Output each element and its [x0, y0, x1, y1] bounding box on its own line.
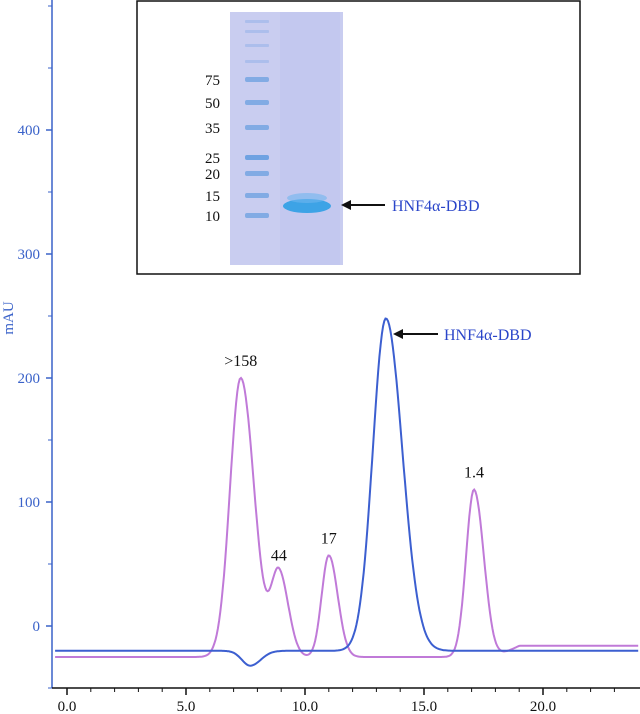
ladder-band-faint — [245, 20, 269, 23]
x-tick-label: 20.0 — [530, 699, 556, 714]
y-ticks: 0 100 200 300 400 — [18, 5, 52, 689]
x-ticks: 0.0 5.0 10.0 15.0 20.0 — [58, 688, 615, 714]
ladder-bands — [245, 20, 269, 218]
series-line — [55, 317, 639, 667]
ladder-band — [245, 193, 269, 198]
ladder-band — [245, 155, 269, 160]
mw-label: 35 — [205, 121, 220, 137]
x-tick-label: 10.0 — [292, 699, 318, 714]
ladder-band — [245, 171, 269, 176]
inset-arrowhead — [341, 200, 351, 210]
ladder-band — [245, 100, 269, 105]
gel-lane-shade — [280, 12, 340, 265]
y-tick-label: 300 — [18, 247, 41, 263]
callout-arrowhead — [393, 329, 403, 339]
peak-label: >158 — [224, 353, 257, 370]
mw-label: 15 — [205, 189, 220, 205]
y-tick-label: 100 — [18, 495, 41, 511]
ladder-band-faint — [245, 44, 269, 47]
y-tick-label: 0 — [33, 619, 41, 635]
y-tick-label: 200 — [18, 371, 41, 387]
mw-label: 25 — [205, 151, 220, 167]
protein-band — [283, 199, 331, 213]
peak-label: 1.4 — [464, 465, 484, 482]
ladder-band-faint — [245, 30, 269, 33]
mw-label: 10 — [205, 209, 220, 225]
y-axis-label: mAU — [1, 301, 17, 335]
mw-label: 20 — [205, 167, 220, 183]
main-callout: HNF4α-DBD — [393, 327, 532, 344]
mw-label: 50 — [205, 96, 220, 112]
peak-label: 44 — [271, 548, 287, 565]
ladder-band — [245, 213, 269, 218]
y-tick-label: 400 — [18, 123, 41, 139]
series-line — [55, 376, 639, 658]
x-tick-label: 0.0 — [58, 699, 77, 714]
x-tick-label: 15.0 — [411, 699, 437, 714]
protein-band-halo — [287, 193, 327, 203]
series-layer — [55, 317, 639, 667]
inset-frame — [136, 0, 581, 275]
x-tick-label: 5.0 — [177, 699, 196, 714]
inset-band-label: HNF4α-DBD — [392, 198, 480, 215]
mw-label: 75 — [205, 73, 220, 89]
peak-label: 17 — [321, 530, 337, 547]
ladder-band — [245, 77, 269, 82]
callout-label: HNF4α-DBD — [444, 327, 532, 344]
ladder-band — [245, 125, 269, 130]
peak-labels: >158 44 17 1.4 — [224, 353, 484, 565]
ladder-band-faint — [245, 60, 269, 63]
